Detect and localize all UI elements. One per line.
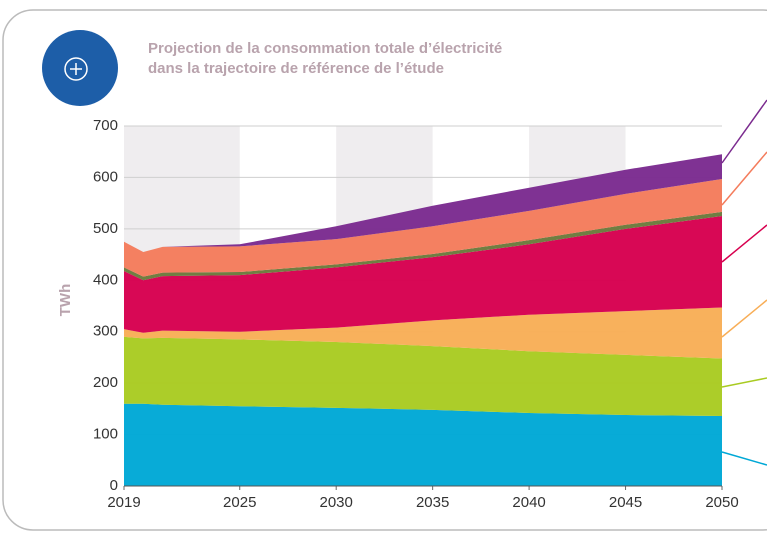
- y-axis-label: TWh: [57, 284, 74, 316]
- x-tick-label: 2025: [223, 494, 256, 511]
- area: [124, 307, 722, 359]
- areas: [124, 154, 722, 486]
- area: [124, 178, 722, 277]
- icon-plus[interactable]: [64, 57, 88, 81]
- x-tick-label: 2035: [416, 494, 449, 511]
- y-tick-label: 700: [93, 117, 118, 134]
- x-tick-label: 2040: [512, 494, 545, 511]
- y-tick-label: 200: [93, 374, 118, 391]
- icon[interactable]: [42, 30, 118, 106]
- y-tick-label: 300: [93, 323, 118, 340]
- chart-title: dans la trajectoire de référence de l’ét…: [148, 60, 444, 77]
- y-tick-label: 100: [93, 426, 118, 443]
- x-tick-label: 2045: [609, 494, 642, 511]
- area: [124, 211, 722, 281]
- area: [124, 336, 722, 417]
- y-tick-label: 600: [93, 168, 118, 185]
- area: [124, 216, 722, 333]
- icon-plus: [70, 63, 82, 75]
- x-tick-label: 2019: [107, 494, 140, 511]
- x-tick-label: 2030: [320, 494, 353, 511]
- y-tick-label: 400: [93, 271, 118, 288]
- area: [124, 403, 722, 486]
- area: [124, 154, 722, 252]
- axes: 0 100 200 300 400 500 600 700 2019 2025 2030 2035 20…: [93, 117, 739, 511]
- y-tick-label: 0: [110, 477, 118, 494]
- y-tick-label: 500: [93, 220, 118, 237]
- x-tick-label: 2050: [705, 494, 738, 511]
- chart-title: Projection de la consommation totale d’é…: [148, 40, 502, 57]
- leader-lines: [721, 99, 767, 466]
